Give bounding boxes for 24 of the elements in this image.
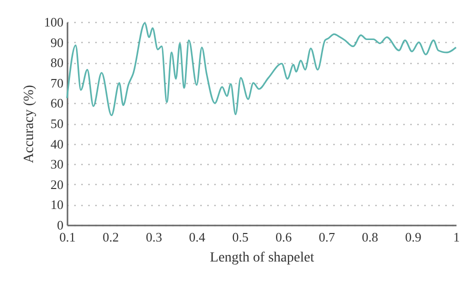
x-tick-label: 0.4	[189, 230, 206, 244]
x-tick-label: 0.3	[146, 230, 162, 244]
y-tick-label: 90	[50, 34, 64, 50]
x-tick-label: 1	[453, 230, 460, 244]
y-axis-title: Accuracy (%)	[22, 84, 37, 164]
y-tick-label: 30	[50, 156, 64, 172]
y-tick-label: 40	[50, 136, 64, 152]
y-tick-label: 100	[44, 14, 64, 30]
x-tick-label: 0.6	[275, 230, 292, 244]
line-series	[66, 22, 457, 116]
y-tick-label: 10	[50, 197, 64, 212]
y-tick-label: 20	[50, 176, 64, 192]
y-tick-label: 60	[50, 96, 64, 111]
x-tick-label: 0.7	[318, 230, 336, 244]
x-tick-label: 0.5	[232, 230, 249, 244]
x-axis-title: Length of shapelet	[210, 250, 314, 266]
x-tick-label: 0.9	[405, 230, 422, 244]
x-tick-label: 0.8	[362, 230, 378, 244]
x-tick-label: 0.1	[59, 230, 76, 244]
y-tick-label: 0	[57, 218, 64, 232]
x-tick-label: 0.2	[102, 230, 119, 244]
y-tick-label: 70	[50, 75, 64, 90]
y-tick-label: 80	[50, 55, 64, 70]
y-tick-label: 50	[50, 116, 64, 131]
